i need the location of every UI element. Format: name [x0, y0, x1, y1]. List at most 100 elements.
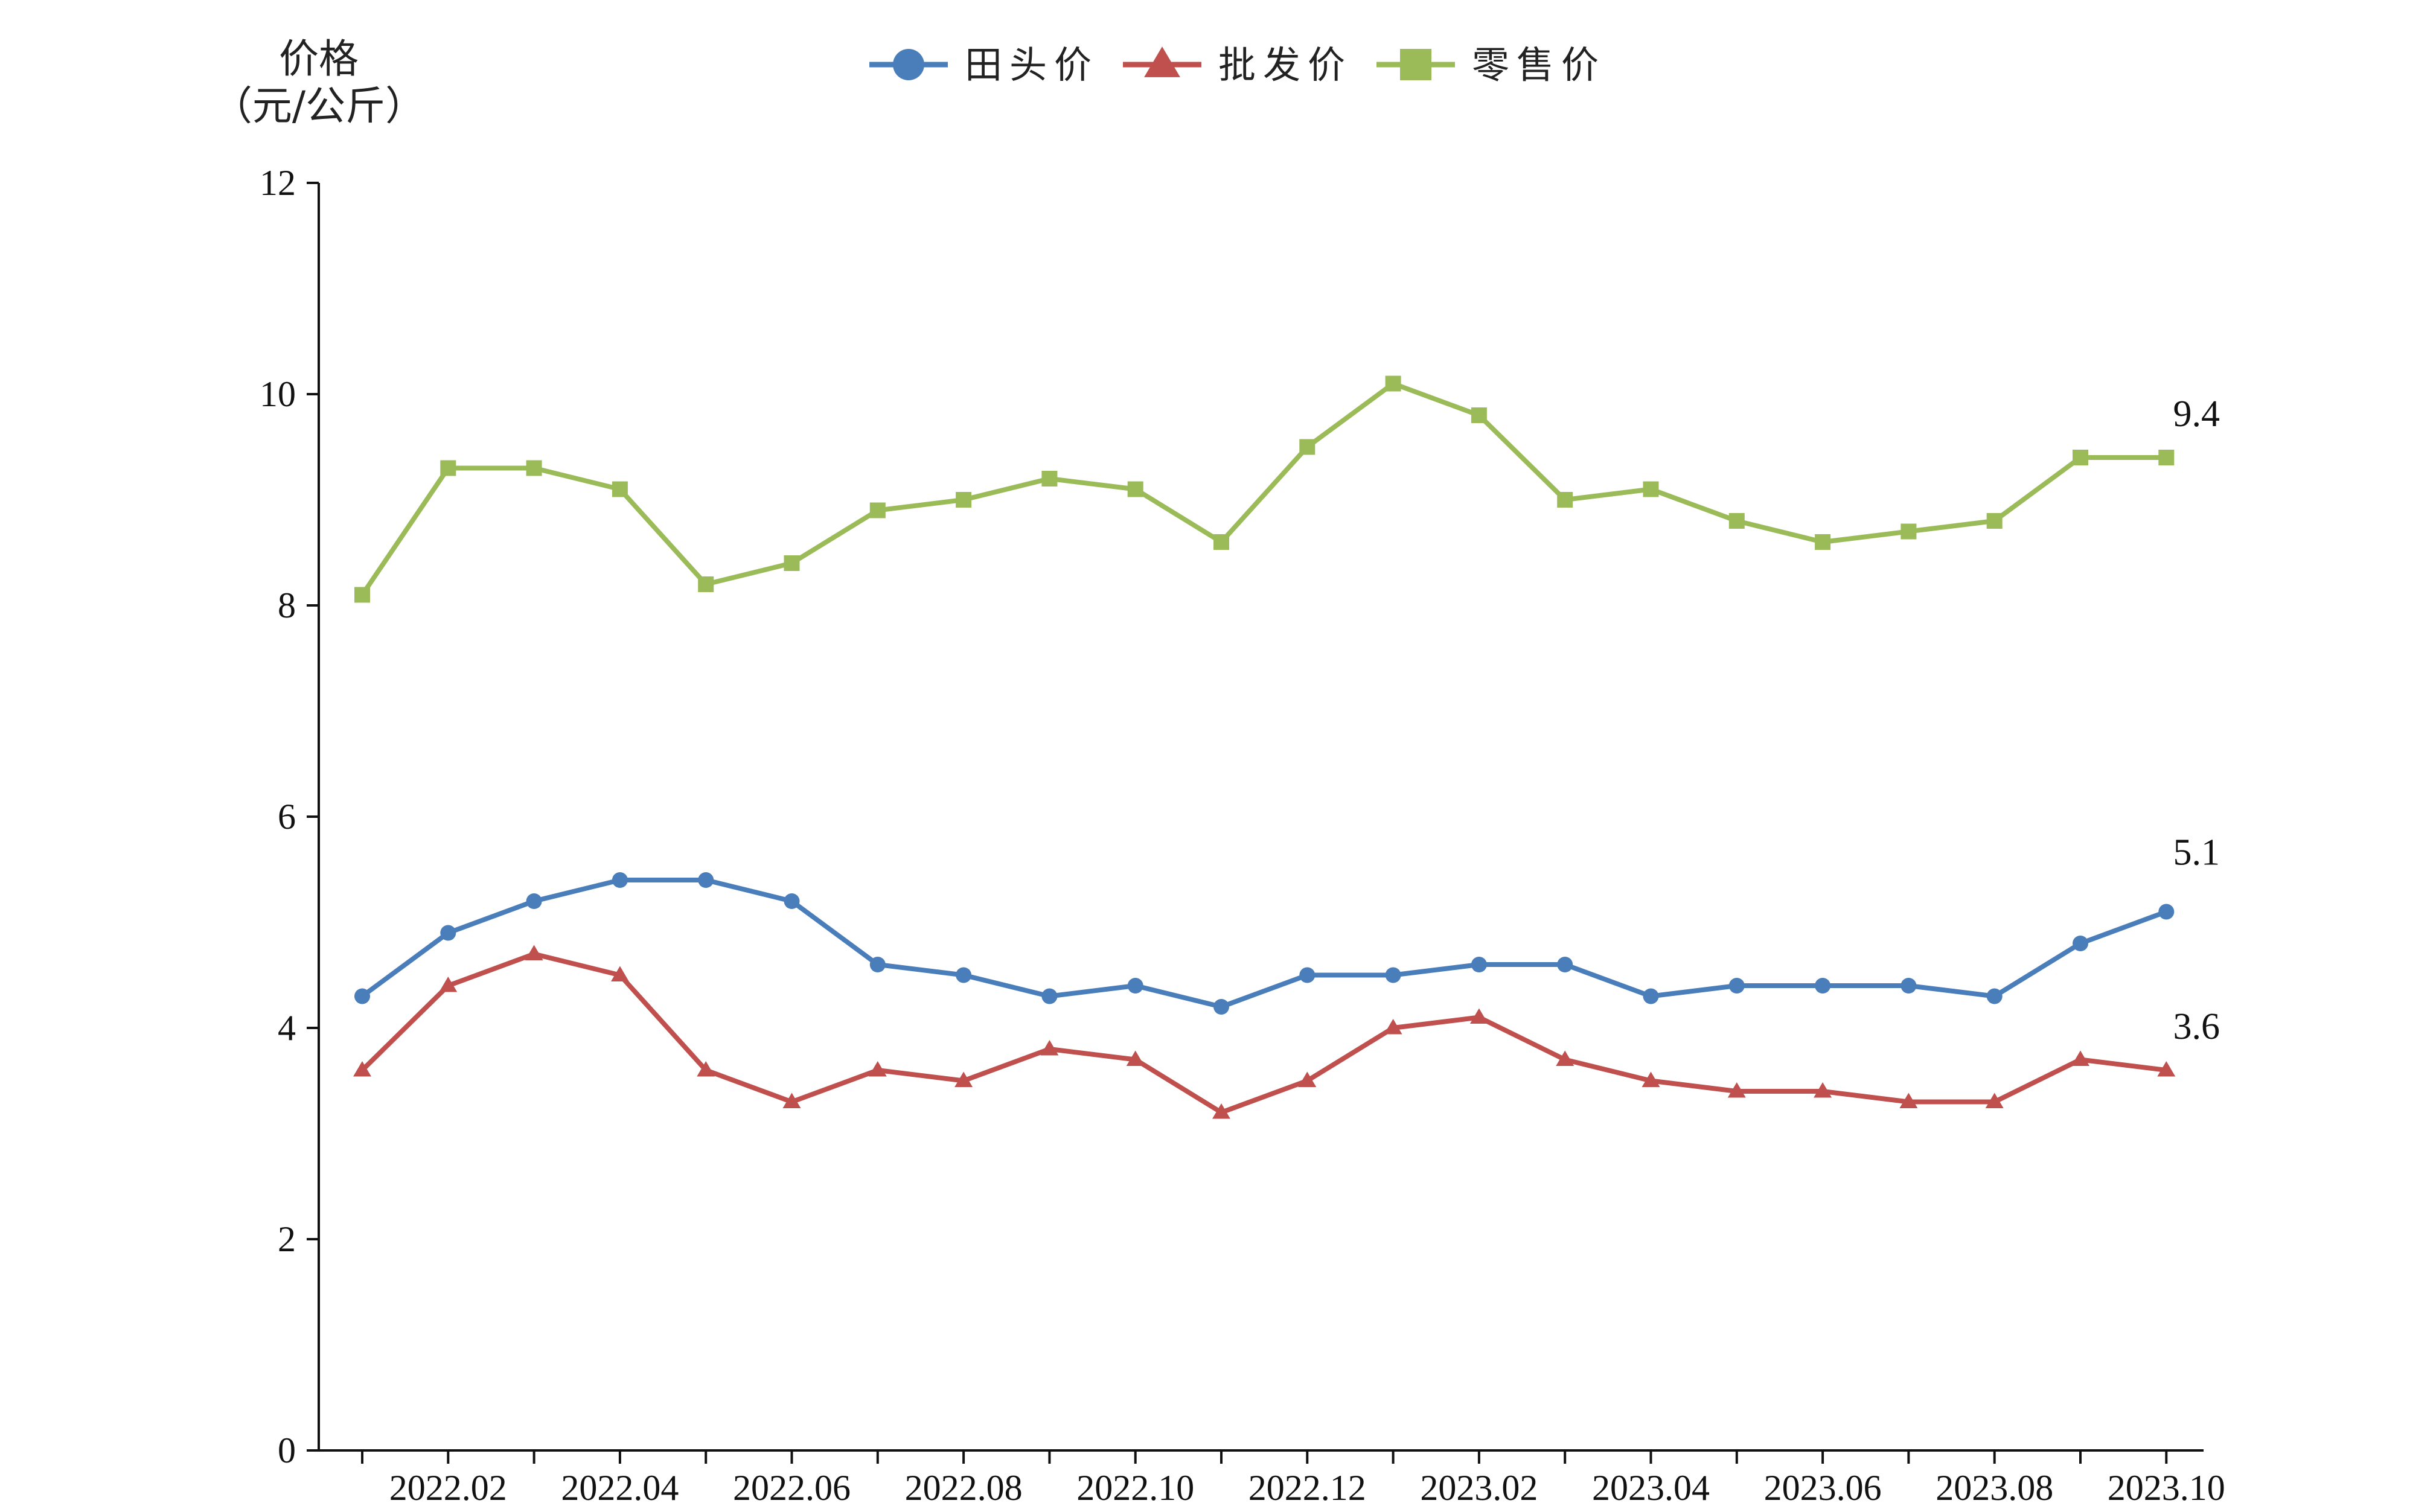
y-tick-label-2: 2 [278, 1219, 296, 1259]
data-point-3-2022-12 [1299, 439, 1316, 455]
legend-label-1: 田头价 [965, 43, 1099, 87]
data-point-1-2022-08 [956, 967, 972, 983]
x-tick-label-2022-06: 2022.06 [733, 1468, 851, 1508]
legend-item-2: 批发价 [1123, 43, 1352, 87]
x-tick-label-2022-08: 2022.08 [905, 1468, 1023, 1508]
data-point-1-2023-08 [1986, 988, 2003, 1004]
x-tick-label-2023-10: 2023.10 [2108, 1468, 2225, 1508]
series-2: 3.6 [353, 945, 2220, 1119]
data-point-2-2023-02 [1469, 1008, 1488, 1024]
data-point-1-2023-05 [1728, 978, 1745, 994]
x-tick-label-2022-02: 2022.02 [389, 1468, 507, 1508]
data-point-2-2022-01 [353, 1061, 371, 1077]
data-point-3-2023-06 [1815, 534, 1831, 550]
data-point-3-2022-02 [440, 460, 456, 476]
series-line-2 [360, 951, 2169, 1115]
data-point-1-2023-03 [1557, 957, 1573, 972]
data-point-2-2022-07 [868, 1061, 887, 1077]
data-point-2-2022-10 [1126, 1050, 1145, 1066]
data-point-2-2023-04 [1642, 1071, 1660, 1087]
data-point-1-2022-05 [698, 872, 714, 888]
legend-marker-1 [893, 49, 924, 80]
data-point-1-2022-03 [526, 893, 542, 909]
legend-item-3: 零售价 [1376, 43, 1606, 87]
x-tick-label-2022-10: 2022.10 [1076, 1468, 1194, 1508]
data-point-3-2023-05 [1728, 513, 1745, 529]
data-point-1-2023-04 [1643, 988, 1659, 1004]
data-point-1-2022-07 [869, 957, 886, 972]
data-point-1-2023-01 [1385, 967, 1401, 983]
y-tick-label-4: 4 [278, 1008, 296, 1048]
data-point-3-2022-04 [612, 481, 628, 497]
series-line-3 [360, 381, 2169, 598]
x-tick-label-2022-04: 2022.04 [561, 1468, 679, 1508]
legend-item-1: 田头价 [869, 43, 1099, 87]
legend: 田头价 批发价 零售价 [869, 43, 1606, 87]
y-tick-label-0: 0 [278, 1431, 296, 1470]
data-point-3-2022-05 [698, 576, 714, 592]
x-tick-label-2023-02: 2023.02 [1420, 1468, 1538, 1508]
data-point-3-2023-09 [2073, 450, 2088, 465]
data-point-3-2023-07 [1901, 523, 1917, 540]
data-point-2-2022-08 [954, 1071, 973, 1087]
legend-marker-3 [1400, 49, 1431, 80]
data-point-3-2022-06 [784, 555, 800, 571]
data-point-3-2022-08 [956, 492, 972, 508]
axes: 0 2 4 6 8 10 12 2022.02 2022.04 2022.06 2022.08 202… [260, 163, 2225, 1508]
legend-marker-2 [1144, 46, 1180, 77]
data-point-3-2023-04 [1643, 481, 1659, 497]
y-axis-label-line1: 价格 [279, 36, 359, 82]
y-tick-label-12: 12 [260, 163, 296, 203]
end-value-label-2: 3.6 [2173, 1006, 2220, 1047]
data-point-1-2022-11 [1213, 999, 1229, 1015]
data-point-2-2022-11 [1212, 1103, 1230, 1119]
data-point-2-2023-09 [2071, 1050, 2089, 1066]
series-layer: 5.1 3.6 9.4 [353, 375, 2220, 1119]
data-point-1-2023-07 [1901, 978, 1917, 994]
data-point-2-2023-01 [1384, 1019, 1402, 1035]
data-point-3-2022-03 [526, 460, 542, 476]
x-tick-label-2022-12: 2022.12 [1248, 1468, 1366, 1508]
series-line-1 [360, 878, 2169, 1009]
data-point-3-2022-09 [1041, 471, 1058, 486]
data-point-1-2023-02 [1471, 957, 1487, 972]
data-point-3-2022-07 [869, 502, 886, 518]
data-point-2-2022-09 [1040, 1040, 1059, 1056]
data-point-2-2022-03 [525, 945, 543, 960]
end-value-label-3: 9.4 [2173, 394, 2220, 435]
data-point-3-2023-03 [1557, 492, 1573, 508]
data-point-2-2022-06 [782, 1093, 801, 1108]
y-tick-label-10: 10 [260, 374, 296, 414]
data-point-3-2023-01 [1385, 375, 1401, 392]
data-point-2-2023-03 [1556, 1050, 1574, 1066]
series-3: 9.4 [354, 375, 2220, 603]
legend-label-3: 零售价 [1472, 43, 1606, 87]
data-point-3-2022-11 [1213, 534, 1229, 550]
data-point-2-2023-06 [1814, 1082, 1832, 1098]
x-tick-label-2023-04: 2023.04 [1592, 1468, 1710, 1508]
data-point-2-2023-08 [1985, 1093, 2004, 1108]
data-point-3-2023-08 [1986, 513, 2003, 529]
data-point-1-2022-01 [354, 988, 370, 1004]
data-point-3-2023-10 [2158, 450, 2175, 465]
data-point-3-2023-02 [1471, 407, 1487, 423]
data-point-2-2023-10 [2157, 1061, 2176, 1077]
data-point-1-2022-06 [784, 893, 800, 909]
series-1: 5.1 [354, 832, 2220, 1015]
y-axis-label-line2: （元/公斤） [213, 83, 425, 129]
data-point-3-2022-01 [354, 587, 370, 603]
legend-label-2: 批发价 [1218, 43, 1352, 87]
data-point-2-2022-04 [610, 966, 629, 981]
end-value-label-1: 5.1 [2173, 832, 2220, 873]
data-point-2-2022-02 [439, 977, 458, 992]
y-tick-label-6: 6 [278, 797, 296, 837]
data-point-1-2023-10 [2158, 904, 2175, 920]
data-point-1-2022-04 [612, 872, 628, 888]
data-point-2-2022-12 [1298, 1071, 1317, 1087]
data-point-1-2022-02 [440, 925, 456, 941]
data-point-1-2022-12 [1299, 967, 1316, 983]
y-tick-label-8: 8 [278, 585, 296, 625]
data-point-1-2023-09 [2073, 936, 2088, 951]
